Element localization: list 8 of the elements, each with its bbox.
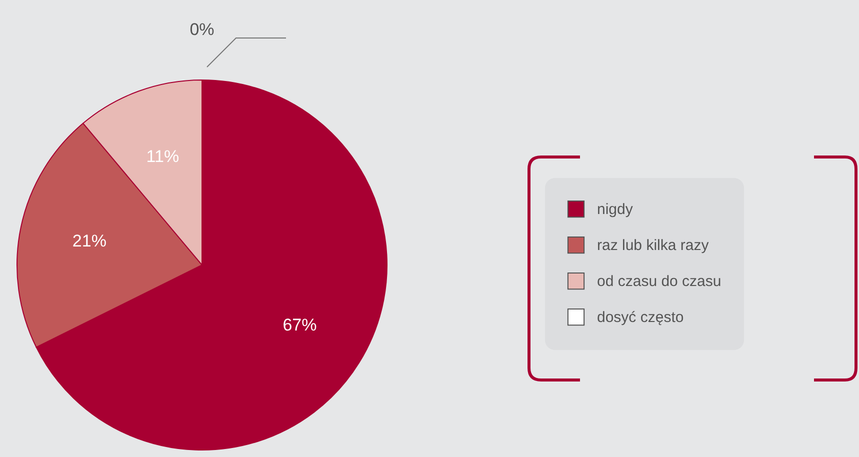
data-label: 21% [72,231,106,250]
legend-label: raz lub kilka razy [597,237,710,254]
legend-label: dosyć często [597,309,684,326]
data-label: 11% [146,146,180,166]
legend-label: nigdy [597,201,634,218]
data-label: 67% [282,316,317,335]
legend-label: od czasu do czasu [597,273,722,290]
text: 0% [190,20,214,39]
